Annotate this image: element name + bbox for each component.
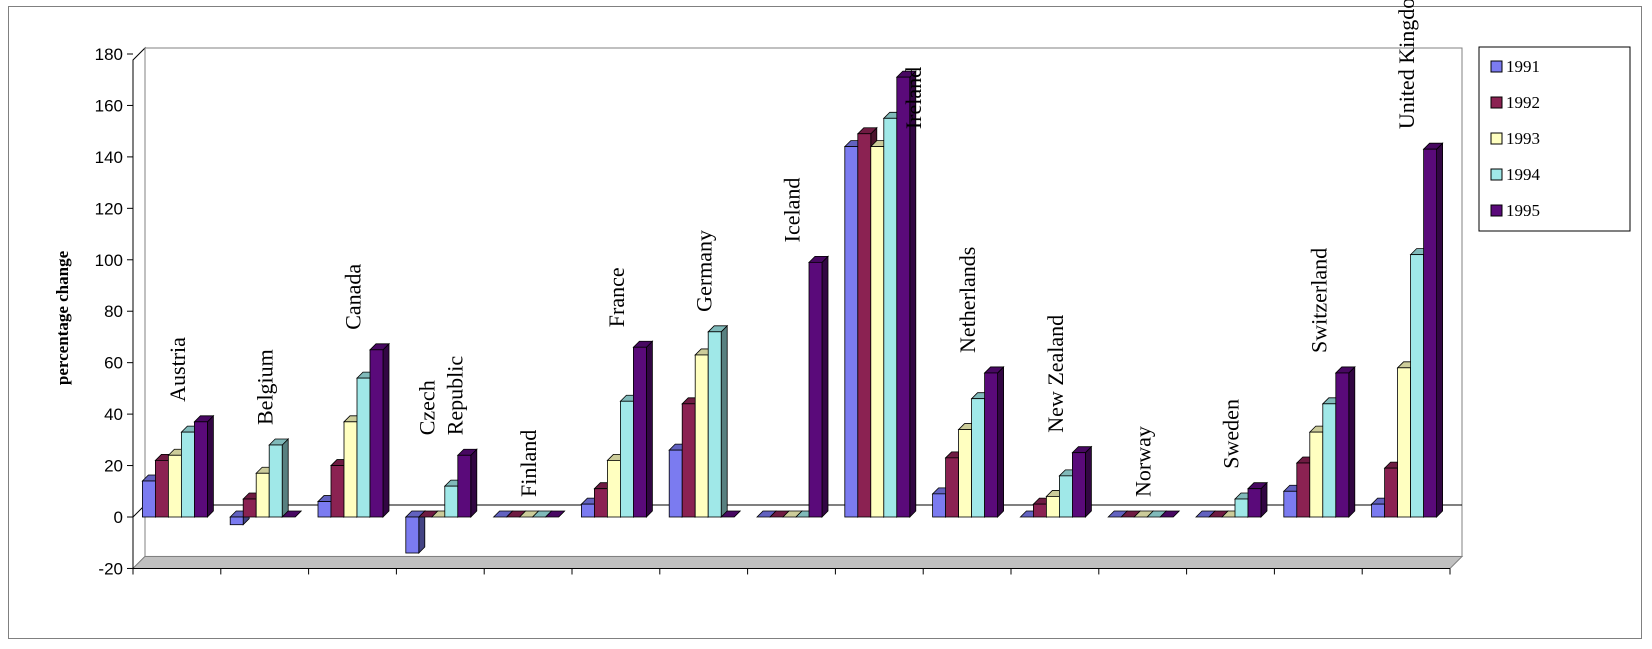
bar: [1334, 365, 1356, 518]
legend-swatch: [1490, 168, 1503, 181]
category-label: New Zealand: [1043, 315, 1068, 433]
y-tick-label: 40: [104, 405, 123, 424]
bar: [707, 324, 729, 518]
y-tick-label: -20: [98, 559, 123, 578]
y-tick-label: 160: [95, 96, 123, 115]
legend-swatch: [1490, 132, 1503, 145]
category-label: Norway: [1131, 426, 1156, 497]
y-tick-label: 180: [95, 45, 123, 64]
category-label: Iceland: [780, 178, 805, 243]
category-label: Canada: [341, 264, 366, 330]
legend: 1991 1992 1993 1994 1995: [1478, 46, 1631, 232]
bar: [544, 510, 566, 518]
y-tick-label: 120: [95, 199, 123, 218]
category-label: Czech: [414, 380, 439, 435]
category-label: Netherlands: [955, 247, 980, 353]
category-label: Germany: [692, 230, 717, 312]
legend-label: 1992: [1506, 93, 1540, 112]
bar: [229, 510, 251, 526]
category-label: United Kingdom: [1394, 0, 1419, 129]
y-tick-label: 100: [95, 251, 123, 270]
bar: [720, 510, 742, 518]
y-tick-label: 80: [104, 302, 123, 321]
bar: [1247, 481, 1268, 518]
legend-item: 1992: [1490, 93, 1540, 112]
category-label: Republic: [442, 356, 467, 436]
bar: [1159, 510, 1181, 518]
legend-item: 1994: [1490, 165, 1541, 184]
category-label: France: [604, 267, 629, 327]
legend-swatch: [1490, 204, 1503, 217]
bar: [369, 342, 390, 518]
category-label: Sweden: [1219, 399, 1244, 469]
bar: [895, 70, 917, 518]
y-tick-label: 140: [95, 148, 123, 167]
bar: [456, 448, 478, 518]
legend-item: 1991: [1490, 57, 1540, 76]
legend-box: [1478, 46, 1631, 232]
legend-item: 1995: [1490, 201, 1540, 220]
legend-item: 1993: [1490, 129, 1540, 148]
bar-series: [141, 70, 1444, 554]
legend-swatch: [1490, 60, 1503, 73]
x-axis: [132, 567, 1451, 575]
category-label: Belgium: [253, 349, 278, 425]
legend-label: 1993: [1506, 129, 1540, 148]
legend-swatch: [1490, 96, 1503, 109]
y-tick-label: 0: [114, 508, 123, 527]
bar: [268, 438, 290, 518]
category-label: Ireland: [901, 67, 926, 129]
legend-label: 1994: [1506, 165, 1541, 184]
category-label: Finland: [516, 430, 541, 497]
bar: [1071, 445, 1093, 518]
category-label: Austria: [165, 337, 190, 402]
y-axis-label: percentage change: [53, 250, 72, 385]
bar: [193, 414, 215, 518]
legend-label: 1995: [1506, 201, 1540, 220]
bar: [808, 255, 829, 518]
y-tick-label: 20: [104, 457, 123, 476]
y-tick-label: 60: [104, 354, 123, 373]
bar: [281, 510, 303, 518]
bar: [632, 340, 654, 518]
bar: [983, 365, 1005, 518]
category-label: Switzerland: [1306, 248, 1331, 353]
floor: [131, 555, 1464, 569]
y-axis: -20 0 20 40 60 80 100 120 140 160 180: [95, 45, 134, 578]
legend-label: 1991: [1506, 57, 1540, 76]
country-labels: Austria Belgium Canada Czech Republic Finland…: [165, 0, 1419, 497]
bar: [1422, 142, 1444, 518]
